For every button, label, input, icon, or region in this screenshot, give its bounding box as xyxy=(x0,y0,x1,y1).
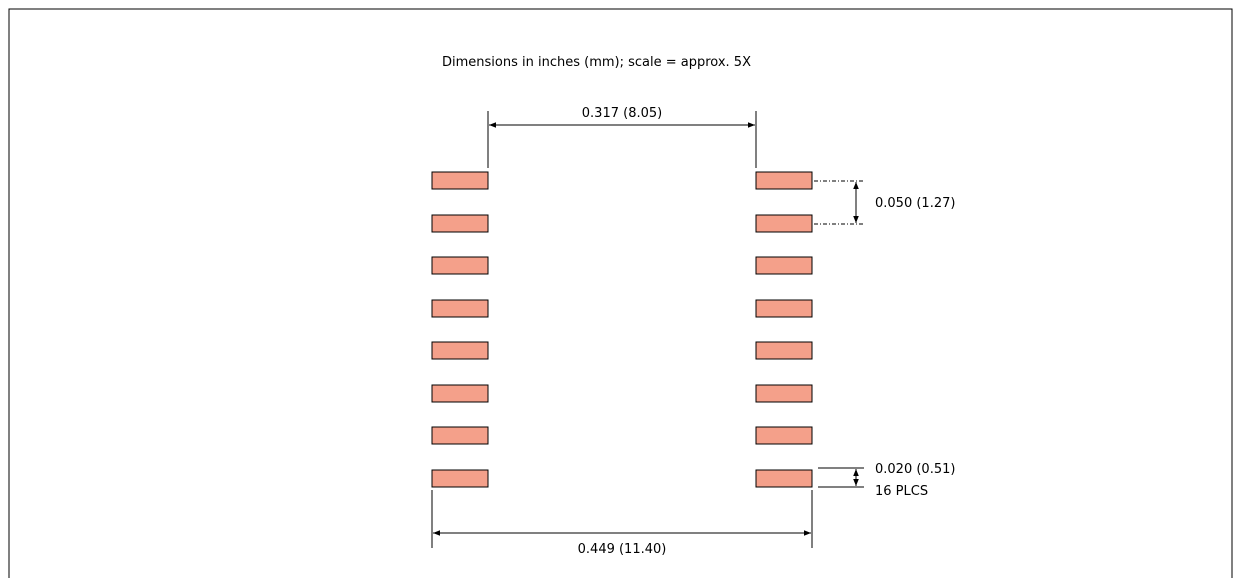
pad-left-4 xyxy=(431,299,489,318)
pad-right-7 xyxy=(755,426,813,445)
pad-right-1 xyxy=(755,171,813,190)
pad-right-2 xyxy=(755,214,813,233)
pad-left-1 xyxy=(431,171,489,190)
dimension-label-inner-span: 0.317 (8.05) xyxy=(582,106,662,121)
dimension-label-pad-width: 0.020 (0.51) xyxy=(875,462,955,477)
pad-left-7 xyxy=(431,426,489,445)
pad-left-3 xyxy=(431,256,489,275)
frame-border xyxy=(8,8,1233,578)
pad-right-8 xyxy=(755,469,813,488)
pad-column-right xyxy=(755,171,813,488)
dimension-pad-width: 0.020 (0.51) 16 PLCS xyxy=(818,462,955,499)
pad-right-5 xyxy=(755,341,813,360)
pad-left-6 xyxy=(431,384,489,403)
pad-right-6 xyxy=(755,384,813,403)
dimension-label-pitch: 0.050 (1.27) xyxy=(875,196,955,211)
pad-right-3 xyxy=(755,256,813,275)
dimension-pitch: 0.050 (1.27) xyxy=(814,180,955,225)
dimension-label-pad-qualifier: 16 PLCS xyxy=(875,484,928,499)
diagram-title: Dimensions in inches (mm); scale = appro… xyxy=(442,55,751,70)
pad-left-8 xyxy=(431,469,489,488)
dimension-label-outer-span: 0.449 (11.40) xyxy=(578,542,667,557)
dimension-outer-span: 0.449 (11.40) xyxy=(431,490,813,557)
pad-column-left xyxy=(431,171,489,488)
pad-left-5 xyxy=(431,341,489,360)
pad-right-4 xyxy=(755,299,813,318)
pad-left-2 xyxy=(431,214,489,233)
dimension-inner-span: 0.317 (8.05) xyxy=(487,106,757,168)
